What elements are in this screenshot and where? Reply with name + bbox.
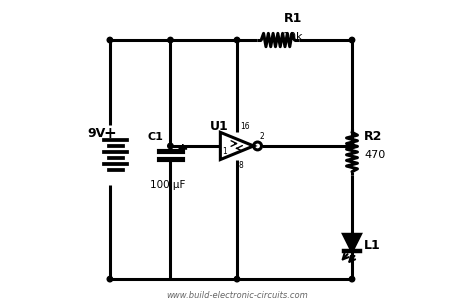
Text: L1: L1 (364, 239, 381, 252)
Text: 10k: 10k (283, 32, 303, 42)
Circle shape (107, 276, 113, 282)
Circle shape (107, 37, 113, 43)
Circle shape (349, 37, 355, 43)
Text: 9V: 9V (87, 127, 105, 140)
Text: www.build-electronic-circuits.com: www.build-electronic-circuits.com (166, 291, 308, 300)
Text: 16: 16 (240, 122, 250, 131)
Text: 470: 470 (364, 150, 385, 160)
Text: 2: 2 (260, 132, 264, 140)
Text: C1: C1 (147, 132, 163, 142)
Circle shape (349, 143, 355, 149)
Text: 1: 1 (222, 147, 227, 157)
Text: +: + (176, 142, 188, 156)
Circle shape (168, 143, 173, 149)
Circle shape (349, 276, 355, 282)
Text: R1: R1 (284, 12, 302, 25)
Circle shape (234, 276, 240, 282)
Text: 8: 8 (238, 161, 243, 170)
Polygon shape (344, 234, 360, 251)
Text: +: + (104, 126, 117, 141)
Text: U1: U1 (210, 120, 228, 133)
Circle shape (168, 37, 173, 43)
Text: R2: R2 (364, 130, 383, 143)
Circle shape (234, 37, 240, 43)
Text: 100 μF: 100 μF (150, 180, 185, 190)
